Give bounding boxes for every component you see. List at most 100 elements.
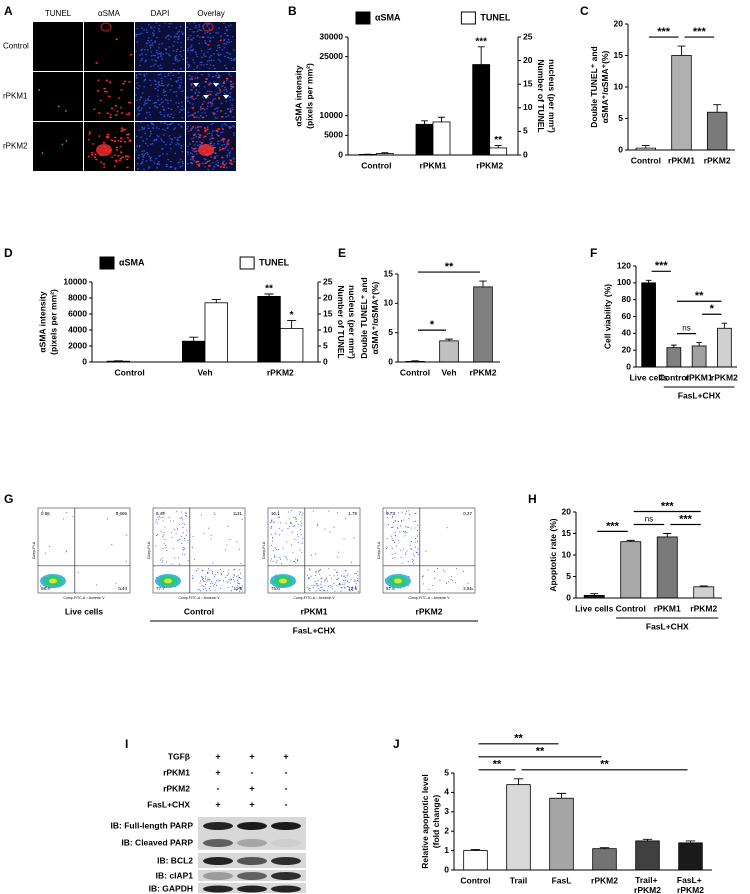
- error-bar: [599, 847, 610, 849]
- flow-plot-label: rPKM2: [416, 606, 443, 616]
- quadrant-value: 77.7: [156, 586, 165, 591]
- significance-label: ns: [682, 324, 690, 333]
- y-tick-label: 40: [622, 328, 632, 338]
- panel-label: B: [288, 4, 297, 18]
- significance-label: **: [536, 746, 545, 758]
- group-label: FasL+CHX: [678, 390, 721, 400]
- y-tick-label: 3: [444, 806, 449, 816]
- error-bar: [677, 45, 686, 56]
- x-tick-label: Control: [659, 372, 689, 382]
- y-tick-label: 2000: [68, 340, 87, 350]
- y-tick-label: 100: [617, 277, 631, 287]
- arrowhead: [203, 95, 209, 99]
- y2-tick-label: 15: [323, 308, 333, 318]
- legend-label: αSMA: [375, 12, 401, 22]
- y-axis-label: Double TUNEL⁺ and: [589, 46, 599, 127]
- significance-label: ***: [606, 520, 620, 532]
- blot-band: [237, 885, 267, 893]
- group-label: FasL+CHX: [293, 625, 336, 635]
- y-axis-label: Cell viability (%): [603, 284, 613, 349]
- micrograph: [33, 72, 83, 121]
- error-bar: [556, 792, 567, 799]
- column-header: αSMA: [98, 9, 121, 18]
- significance-label: **: [494, 135, 502, 146]
- bar: [181, 340, 206, 363]
- condition-sign: +: [215, 767, 220, 777]
- y2-tick-label: 10: [523, 102, 533, 112]
- significance-label: **: [514, 733, 523, 745]
- nuclei: [186, 122, 236, 171]
- panel-label: F: [590, 246, 597, 260]
- sma-signal: [190, 126, 233, 168]
- bar: [506, 784, 531, 871]
- y-axis-label: (fold change): [431, 795, 441, 849]
- condition-label: TGFβ: [168, 751, 190, 761]
- error-bar: [494, 145, 502, 148]
- quadrant-value: 0.696: [116, 511, 128, 516]
- significance-label: *: [710, 303, 715, 315]
- blot-band: [203, 872, 233, 880]
- quadrant-value: 98.4: [41, 586, 50, 591]
- significance-label: ns: [645, 515, 653, 524]
- x-tick-label: rPKM1: [654, 603, 681, 613]
- significance-label: *: [430, 319, 435, 331]
- micrograph: [33, 22, 83, 71]
- y-axis-label: (pixels per mm²): [304, 63, 314, 129]
- y-tick-label: 10000: [63, 276, 87, 286]
- y-axis-label: Apoptotic rate (%): [548, 518, 558, 591]
- error-bar: [590, 593, 599, 596]
- x-tick-label: FasL: [552, 875, 572, 885]
- bar: [635, 840, 660, 871]
- error-bar: [671, 344, 677, 348]
- panel-label: G: [4, 492, 13, 506]
- y-axis-label: (pixels per mm²): [48, 289, 58, 355]
- y-tick-label: 1: [444, 845, 449, 855]
- flow-density: [279, 578, 287, 584]
- condition-sign: +: [249, 799, 254, 809]
- quadrant-value: 0.27: [463, 511, 472, 516]
- error-bar: [641, 145, 650, 149]
- y-axis-label: αSMA intensity: [293, 65, 303, 126]
- y-tick-label: 5: [388, 327, 393, 337]
- significance-label: ***: [679, 513, 693, 525]
- x-tick-label: rPKM1: [668, 155, 695, 165]
- flow-y-axis-label: Comp-PI-A: [377, 541, 381, 559]
- y-axis-label: Double TUNEL⁺ and: [359, 277, 369, 358]
- condition-sign: +: [249, 751, 254, 761]
- error-bar: [438, 116, 445, 122]
- y2-axis-label: nucleus (per mm²): [547, 59, 557, 133]
- y-tick-label: 5: [444, 767, 449, 777]
- bar: [592, 848, 617, 871]
- significance-label: *: [290, 310, 294, 321]
- micrograph: [186, 22, 236, 71]
- nuclei: [135, 72, 185, 119]
- bar: [279, 327, 304, 363]
- y-tick-label: 80: [622, 294, 632, 304]
- significance-label: ***: [693, 26, 707, 38]
- significance-label: ***: [655, 260, 669, 272]
- blot-label: IB: BCL2: [157, 855, 193, 865]
- micrograph: [84, 22, 134, 71]
- y2-tick-label: 20: [523, 55, 533, 65]
- flow-density: [49, 578, 57, 584]
- y2-axis-label: Number of TUNEL: [536, 59, 546, 132]
- y-tick-label: 30000: [319, 31, 343, 41]
- arrowhead: [223, 95, 229, 99]
- legend-swatch: [239, 256, 255, 270]
- flow-y-axis-label: Comp-PI-A: [32, 541, 36, 559]
- y-axis-label: αSMA intensity: [37, 291, 47, 352]
- significance-label: **: [600, 759, 609, 771]
- y-axis-label: αSMA⁺/αSMA⁺(%): [370, 281, 380, 354]
- bar: [717, 327, 732, 368]
- y2-tick-label: 5: [323, 340, 328, 350]
- bar: [549, 797, 574, 871]
- nuclei: [186, 22, 236, 70]
- y-axis-label: Relative apoptotic level: [420, 774, 430, 868]
- bar: [656, 536, 678, 599]
- error-bar: [642, 838, 653, 841]
- y-tick-label: 10: [384, 298, 394, 308]
- bar: [439, 340, 459, 363]
- sma-vessel: [96, 144, 112, 156]
- quadrant-value: 75.6: [271, 586, 280, 591]
